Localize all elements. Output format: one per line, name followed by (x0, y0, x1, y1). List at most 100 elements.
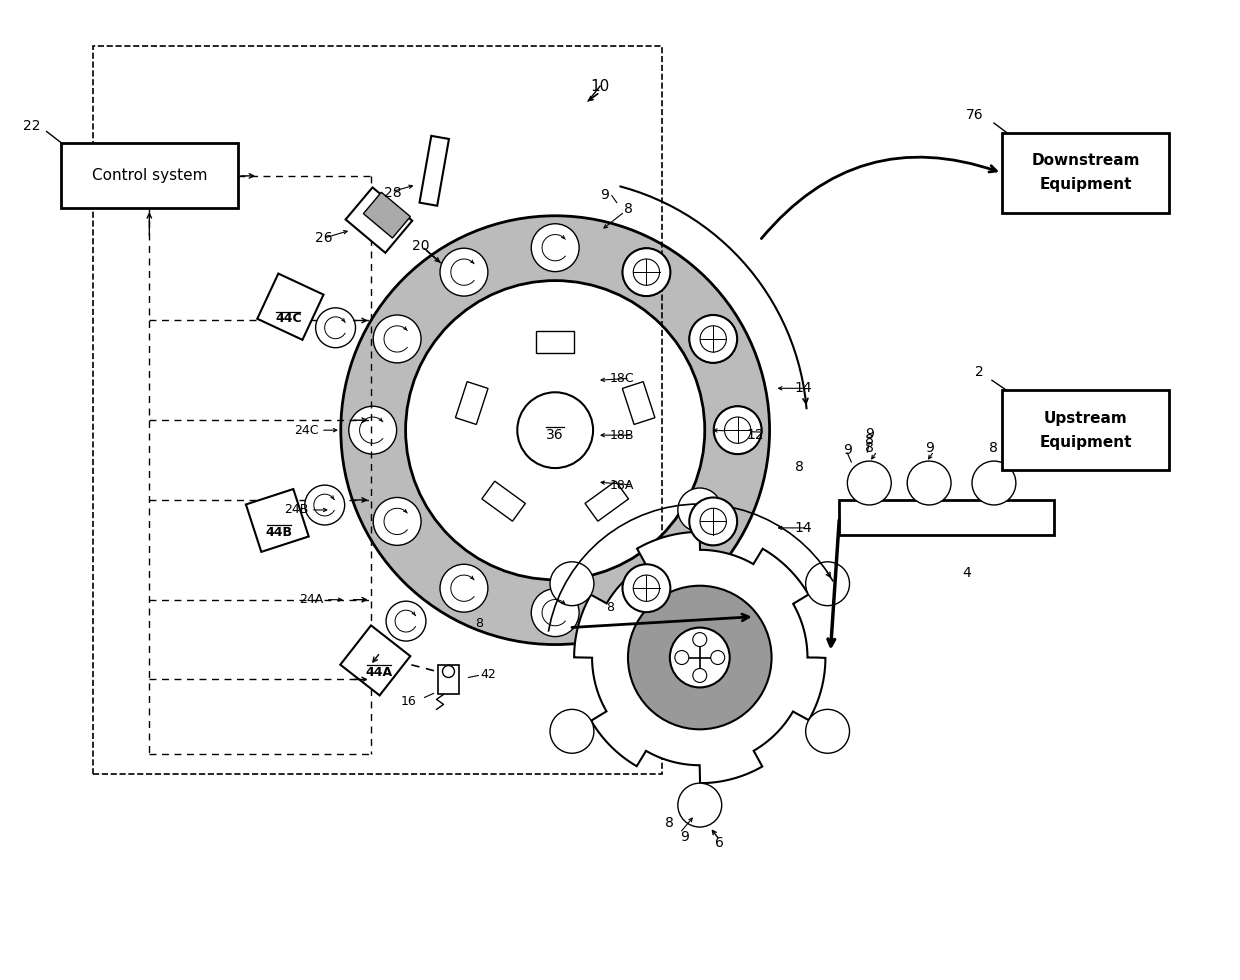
Circle shape (689, 498, 737, 545)
Text: Downstream: Downstream (1032, 154, 1140, 169)
Circle shape (440, 248, 487, 296)
Text: 16: 16 (401, 695, 417, 708)
Circle shape (634, 259, 660, 285)
Circle shape (972, 461, 1016, 505)
Text: 24B: 24B (284, 504, 308, 516)
Bar (438, 664, 460, 695)
Text: Upstream: Upstream (1044, 411, 1127, 425)
Circle shape (689, 498, 737, 545)
Polygon shape (346, 187, 412, 253)
Polygon shape (363, 192, 410, 238)
Circle shape (701, 325, 727, 352)
Circle shape (373, 498, 422, 545)
Bar (1002, 390, 1169, 470)
Text: 44A: 44A (366, 665, 393, 679)
Circle shape (693, 668, 707, 682)
Circle shape (373, 315, 422, 363)
Text: 24A: 24A (299, 593, 322, 607)
Polygon shape (419, 136, 449, 206)
Text: 18C: 18C (610, 371, 635, 385)
Text: 8: 8 (795, 460, 804, 474)
Circle shape (701, 509, 727, 534)
Polygon shape (455, 381, 489, 424)
Text: 9: 9 (681, 830, 689, 844)
Circle shape (622, 564, 671, 612)
Circle shape (341, 216, 770, 645)
Text: 8: 8 (666, 816, 675, 830)
Text: 8: 8 (624, 202, 634, 216)
Bar (61, 143, 238, 209)
Circle shape (693, 633, 707, 647)
Circle shape (531, 223, 579, 271)
Text: 9: 9 (600, 187, 609, 202)
Text: 14: 14 (795, 521, 812, 535)
Polygon shape (536, 331, 574, 354)
Text: 36: 36 (547, 428, 564, 442)
Text: 8: 8 (606, 601, 614, 614)
Text: 76: 76 (966, 108, 985, 122)
Circle shape (714, 407, 761, 454)
Text: 24C: 24C (294, 423, 319, 437)
Text: 20: 20 (412, 239, 429, 253)
Text: 8: 8 (864, 433, 874, 447)
Polygon shape (585, 481, 629, 521)
Circle shape (806, 710, 849, 754)
Circle shape (551, 710, 594, 754)
Circle shape (622, 564, 671, 612)
Bar (93, 46, 662, 774)
Circle shape (724, 417, 751, 443)
Circle shape (551, 562, 594, 606)
Text: 8: 8 (475, 616, 482, 629)
Circle shape (305, 485, 345, 525)
Circle shape (689, 315, 737, 363)
Text: Control system: Control system (92, 169, 207, 183)
Bar (1002, 133, 1169, 213)
Circle shape (670, 627, 729, 687)
Text: 8: 8 (864, 441, 874, 455)
Circle shape (316, 308, 356, 348)
Circle shape (348, 407, 397, 454)
Text: 10: 10 (590, 78, 610, 94)
Text: 9: 9 (843, 443, 852, 457)
Text: 14: 14 (795, 381, 812, 395)
Circle shape (806, 562, 849, 606)
Circle shape (675, 651, 688, 664)
Circle shape (405, 280, 704, 580)
Text: 42: 42 (480, 668, 496, 681)
Circle shape (622, 248, 671, 296)
Bar (839, 500, 1054, 535)
Text: 44B: 44B (265, 526, 293, 539)
Circle shape (622, 248, 671, 296)
Text: Equipment: Equipment (1039, 435, 1132, 450)
Text: 18B: 18B (610, 428, 635, 442)
Circle shape (443, 665, 455, 677)
Circle shape (386, 601, 427, 641)
Text: 9: 9 (864, 427, 874, 441)
Text: 22: 22 (24, 119, 41, 132)
Circle shape (678, 783, 722, 827)
Polygon shape (246, 489, 309, 552)
Circle shape (440, 564, 487, 612)
Polygon shape (340, 625, 410, 696)
Polygon shape (622, 381, 655, 424)
Text: 12: 12 (746, 428, 764, 442)
Circle shape (711, 651, 724, 664)
Circle shape (847, 461, 892, 505)
Text: 26: 26 (315, 231, 332, 245)
Text: 18A: 18A (610, 478, 635, 492)
Text: 2: 2 (975, 366, 985, 379)
Text: 44C: 44C (275, 313, 301, 325)
Circle shape (689, 315, 737, 363)
Text: Equipment: Equipment (1039, 177, 1132, 192)
Polygon shape (482, 481, 526, 521)
Text: 28: 28 (383, 186, 402, 200)
Circle shape (908, 461, 951, 505)
Circle shape (517, 392, 593, 468)
Circle shape (627, 586, 771, 729)
Polygon shape (574, 532, 826, 783)
Circle shape (634, 575, 660, 602)
Text: 8: 8 (990, 441, 998, 455)
Polygon shape (257, 273, 324, 340)
Circle shape (678, 488, 722, 532)
Text: 9: 9 (925, 441, 934, 455)
